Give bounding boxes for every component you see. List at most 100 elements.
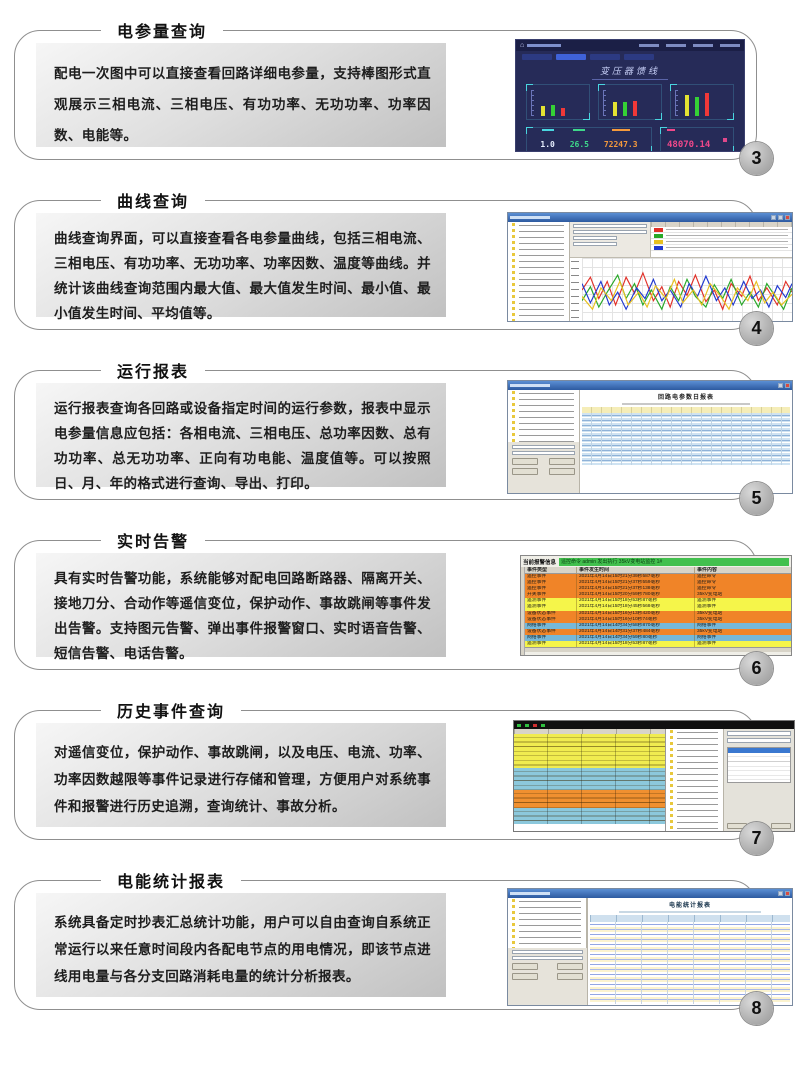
alarm-row: 遥控事件 2021年4月14日15时21分37秒559毫秒 遥控命令 <box>525 580 791 587</box>
horizontal-scrollbar <box>525 647 791 653</box>
export-button-placeholder <box>771 823 791 829</box>
end-time-input-placeholder <box>512 956 583 960</box>
alarm-row: 设备状态事件 2021年4月14日15时16分13秒420毫秒 35kV变电站 <box>525 610 791 617</box>
alarm-row: 遥控事件 2021年4月14日15时21分37秒138毫秒 遥控命令 <box>525 586 791 593</box>
window-titlebar <box>508 381 792 390</box>
alarm-row: 开关事件 2021年4月14日15时20分59秒780毫秒 35kV变电站 <box>525 592 791 599</box>
window-titlebar-dark <box>514 721 794 729</box>
vertical-scrollbar <box>521 567 525 655</box>
section-energy-statistics-report: 电能统计报表 系统具备定时抄表汇总统计功能，用户可以自由查询自系统正常运行以来任… <box>14 868 793 1025</box>
format-input-placeholder <box>512 451 575 455</box>
section-title: 电参量查询 <box>101 18 224 42</box>
close-icon <box>785 215 790 220</box>
end-date-input-placeholder <box>727 738 791 743</box>
energy-statistics-table: 电能统计报表 <box>588 898 792 1005</box>
alarm-status-bar: 遥控命令 admin 发出执行 35kV变电站监控 1# <box>559 557 789 566</box>
bar-group-1 <box>526 84 590 120</box>
legend-row <box>651 233 792 239</box>
menu-item-placeholder <box>639 44 659 47</box>
screenshot-dashboard: ⌂ 变压器馈线 <box>515 39 745 152</box>
bar <box>541 106 545 116</box>
export-button-placeholder <box>549 458 575 465</box>
status-led-icon <box>525 723 529 727</box>
alarm-row: 遥测事件 2021年4月14日15时18分45秒568毫秒 遥测事件 <box>525 604 791 611</box>
history-event-table <box>514 729 666 831</box>
dashboard-title: 变压器馈线 <box>516 62 744 80</box>
page: 电参量查询 配电一次图中可以直接查看回路详细电参量，支持棒图形式直观展示三相电流… <box>0 18 800 1069</box>
alarm-row: 遥测事件 2021年4月14日15时18分53秒87毫秒 遥测事件 <box>525 598 791 605</box>
description-text: 曲线查询界面，可以直接查看各电参量曲线，包括三相电流、三相电压、有功功率、无功功… <box>54 231 431 321</box>
table-header-row <box>514 729 665 734</box>
alarm-panel-label: 当前报警信息 <box>523 559 557 566</box>
interval-input-placeholder <box>573 236 618 240</box>
print-button-placeholder <box>512 468 538 475</box>
step-badge: 5 <box>740 482 773 515</box>
window-title-placeholder <box>510 892 550 895</box>
bar <box>623 102 627 116</box>
circuit-tree <box>508 390 580 442</box>
section-title: 实时告警 <box>101 528 206 552</box>
series-color-yellow <box>654 239 663 244</box>
step-badge: 6 <box>740 652 773 685</box>
date-input-placeholder <box>573 230 647 234</box>
value-total: 48070.14 <box>667 139 711 150</box>
screenshot-curve-window <box>507 212 793 322</box>
query-button-placeholder <box>512 963 538 970</box>
bar-group-3 <box>670 84 734 120</box>
screenshot-report-window: 回路电参数日报表 <box>507 380 793 494</box>
y-axis <box>531 90 534 116</box>
status-led-icon <box>517 723 521 727</box>
bar <box>633 101 637 116</box>
tab-placeholder-active <box>556 54 586 60</box>
date-input-placeholder <box>573 224 647 228</box>
table-header-row <box>582 407 790 413</box>
bar-group-2 <box>598 84 662 120</box>
report-subtitle-placeholder <box>618 911 762 913</box>
minimize-icon <box>771 215 776 220</box>
event-type-list <box>727 747 791 783</box>
alarm-row: 网络事件 2021年4月14日14时34分58秒870毫秒 网络事件 <box>525 622 791 629</box>
window-titlebar <box>508 889 792 898</box>
alarm-table-header: 事件类型 事件发生时间 事件内容 <box>525 567 791 574</box>
section-title: 电能统计报表 <box>101 868 242 892</box>
dashboard-topbar: ⌂ <box>516 40 744 51</box>
y-axis <box>603 90 606 116</box>
description-text: 对遥信变位，保护动作、事故跳闸，以及电压、电流、功率、功率因数越限等事件记录进行… <box>54 745 431 814</box>
unit-marker <box>723 138 727 142</box>
section-power-parameter-query: 电参量查询 配电一次图中可以直接查看回路详细电参量，支持棒图形式直观展示三相电流… <box>14 18 773 175</box>
description-panel: 运行报表查询各回路或设备指定时间的运行参数，报表中显示电参量信息应包括：各相电流… <box>36 383 446 491</box>
value-box-right: 48070.14 <box>660 127 734 151</box>
exit-button-placeholder <box>557 973 583 980</box>
report-query-form <box>508 442 580 493</box>
print-button-placeholder <box>512 973 538 980</box>
statistics-query-form <box>508 948 587 1005</box>
value-power-factor: 1.0 <box>540 139 555 149</box>
report-title: 电能统计报表 <box>668 903 711 909</box>
series-color-blue <box>654 245 663 250</box>
section-title: 曲线查询 <box>101 188 206 212</box>
screenshot-alarm-window: 当前报警信息 遥控命令 admin 发出执行 35kV变电站监控 1# 事件类型… <box>520 555 792 656</box>
y-axis-labels <box>570 258 582 321</box>
bar <box>551 105 555 116</box>
alarm-row: 设备状态事件 2021年4月14日14时31分37秒484毫秒 35kV变电站 <box>525 628 791 635</box>
step-badge: 3 <box>740 142 773 175</box>
selected-item <box>728 748 790 753</box>
menu-item-placeholder <box>693 44 713 47</box>
legend-row <box>651 245 792 251</box>
section-curve-query: 曲线查询 曲线查询界面，可以直接查看各电参量曲线，包括三相电流、三相电压、有功功… <box>14 188 793 345</box>
description-text: 运行报表查询各回路或设备指定时间的运行参数，报表中显示电参量信息应包括：各相电流… <box>54 401 431 491</box>
table-header-row <box>590 915 790 922</box>
description-text: 配电一次图中可以直接查看回路详细电参量，支持棒图形式直观展示三相电流、三相电压、… <box>54 66 431 143</box>
tab-placeholder <box>590 54 620 60</box>
bar-chart-groups <box>516 80 744 122</box>
status-led-icon <box>541 723 545 727</box>
app-name-placeholder <box>527 44 562 47</box>
description-text: 系统具备定时抄表汇总统计功能，用户可以自由查询自系统正常运行以来任意时间段内各配… <box>54 915 431 984</box>
value-box-left: 1.0 26.5 72247.3 <box>526 127 652 151</box>
section-realtime-alarm: 实时告警 具有实时告警功能，系统能够对配电回路断路器、隔离开关、接地刀分、合动作… <box>14 528 792 685</box>
event-rows-yellow <box>514 734 665 768</box>
section-title: 历史事件查询 <box>101 698 242 722</box>
tab-placeholder <box>522 54 552 60</box>
home-icon: ⌂ <box>520 42 525 49</box>
y-axis <box>675 90 678 116</box>
